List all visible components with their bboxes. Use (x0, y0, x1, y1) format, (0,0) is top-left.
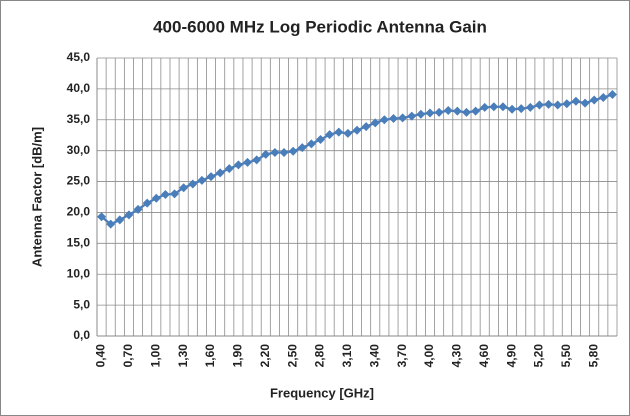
data-point (416, 109, 426, 119)
data-point (325, 130, 335, 140)
data-point (525, 102, 535, 112)
data-point (407, 111, 417, 121)
x-tick-label: 0,70 (121, 344, 135, 368)
data-point (124, 210, 134, 220)
x-tick-label: 1,30 (176, 344, 190, 368)
data-point (206, 172, 216, 182)
data-point (571, 96, 581, 106)
data-point (398, 113, 408, 123)
data-point (106, 219, 116, 229)
data-point (179, 183, 189, 193)
data-point (544, 99, 554, 109)
chart-title: 400-6000 MHz Log Periodic Antenna Gain (153, 17, 487, 36)
x-tick-label: 5,50 (559, 344, 573, 368)
data-point (115, 215, 125, 225)
x-tick-label: 0,40 (94, 344, 108, 368)
data-point (197, 175, 207, 185)
data-point (434, 107, 444, 117)
x-tick-label: 1,60 (203, 344, 217, 368)
y-tick-label: 25,0 (67, 174, 91, 188)
x-tick-label: 1,90 (231, 344, 245, 368)
x-tick-label: 2,20 (258, 344, 272, 368)
data-point (498, 102, 508, 112)
data-point (534, 100, 544, 110)
data-point (589, 95, 599, 105)
y-axis-title: Antenna Factor [dB/m] (29, 127, 44, 267)
data-point (489, 102, 499, 112)
data-point (288, 146, 298, 156)
y-tick-label: 15,0 (67, 236, 91, 250)
data-point (243, 157, 253, 167)
y-tick-label: 10,0 (67, 266, 91, 280)
y-tick-label: 5,0 (73, 297, 90, 311)
data-point (443, 106, 453, 116)
data-point (252, 155, 262, 165)
data-point (261, 149, 271, 159)
data-point (361, 122, 371, 132)
x-tick-label: 1,00 (148, 344, 162, 368)
data-point (507, 104, 517, 114)
data-point (279, 148, 289, 158)
x-tick-label: 4,90 (504, 344, 518, 368)
data-point (306, 139, 316, 149)
data-point (352, 125, 362, 135)
data-point (370, 118, 380, 128)
x-tick-label: 3,40 (367, 344, 381, 368)
data-point (233, 160, 243, 170)
data-point (480, 102, 490, 112)
x-tick-label: 4,60 (477, 344, 491, 368)
y-tick-label: 30,0 (67, 143, 91, 157)
data-point (461, 107, 471, 117)
data-point (562, 99, 572, 109)
data-point (160, 190, 170, 200)
data-point (188, 179, 198, 189)
y-tick-label: 40,0 (67, 81, 91, 95)
y-tick-label: 35,0 (67, 112, 91, 126)
x-tick-label: 3,10 (340, 344, 354, 368)
y-tick-label: 20,0 (67, 205, 91, 219)
y-tick-label: 0,0 (73, 328, 90, 342)
data-point (334, 127, 344, 137)
x-tick-label: 5,80 (586, 344, 600, 368)
x-tick-label: 3,70 (395, 344, 409, 368)
data-point (170, 189, 180, 199)
data-point (151, 193, 161, 203)
data-point (133, 204, 143, 214)
x-tick-label: 2,80 (313, 344, 327, 368)
data-point (316, 135, 326, 145)
x-tick-label: 5,20 (532, 344, 546, 368)
data-point (580, 98, 590, 108)
data-point (471, 106, 481, 116)
data-point (215, 168, 225, 178)
x-tick-label: 2,50 (285, 344, 299, 368)
x-tick-label: 4,30 (450, 344, 464, 368)
data-point (607, 89, 617, 99)
data-point (598, 93, 608, 103)
data-point (142, 198, 152, 208)
data-point (516, 104, 526, 114)
data-point (224, 164, 234, 174)
data-point (343, 128, 353, 138)
data-point (452, 106, 462, 116)
data-point (553, 100, 563, 110)
y-tick-label: 45,0 (67, 50, 91, 64)
data-point (97, 212, 107, 222)
data-point (425, 108, 435, 118)
data-point (379, 115, 389, 125)
data-point (297, 143, 307, 153)
data-point (270, 148, 280, 158)
x-tick-label: 4,00 (422, 344, 436, 368)
x-axis-title: Frequency [GHz] (270, 385, 374, 400)
data-point (388, 114, 398, 124)
